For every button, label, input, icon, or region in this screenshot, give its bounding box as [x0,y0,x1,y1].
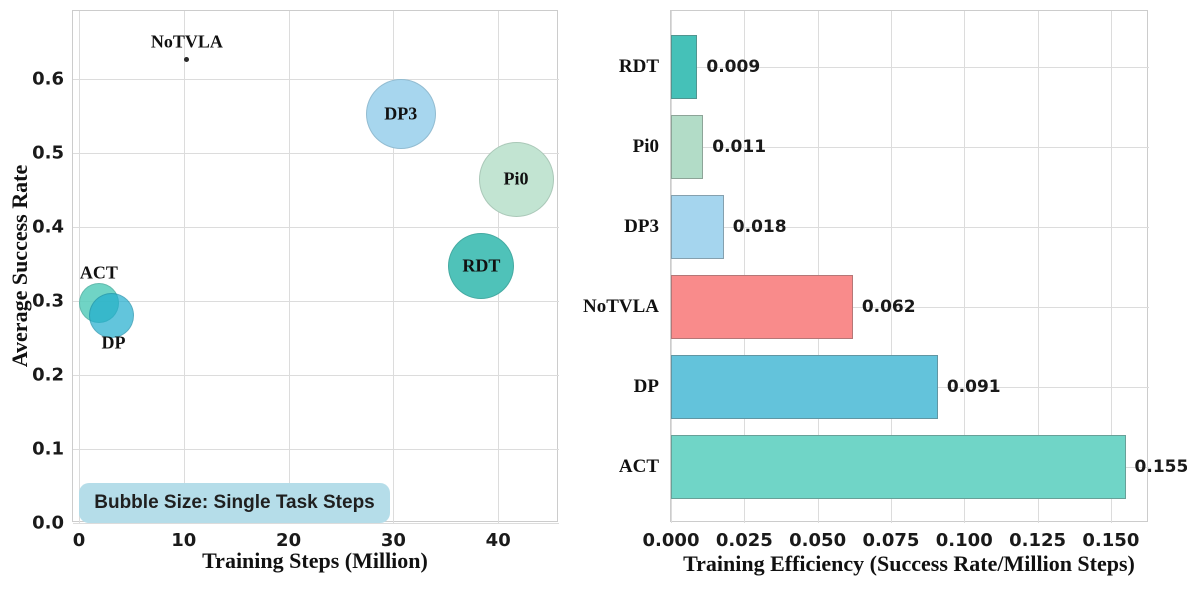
left-y-axis-label: Average Success Rate [7,164,32,368]
bubble-label-dp: DP [101,332,126,353]
left-y-tick-label: 0.1 [32,438,64,460]
gridline-horizontal [671,307,1149,308]
category-label-dp: DP [633,376,659,397]
bar-value-notvla: 0.062 [861,297,916,317]
gridline-vertical [393,11,395,523]
right-x-tick-label: 0.150 [1082,530,1140,551]
left-x-tick-label: 30 [380,530,406,551]
bubble-rdt [448,233,515,300]
gridline-vertical [288,11,290,523]
right-x-axis-label: Training Efficiency (Success Rate/Millio… [683,551,1135,576]
gridline-horizontal [73,153,559,155]
bar-dp [671,355,938,419]
gridline-horizontal [73,375,559,377]
bubble-dp [88,292,134,338]
gridline-vertical [183,11,185,523]
left-x-axis-label: Training Steps (Million) [202,548,428,573]
category-label-notvla: NoTVLA [582,296,659,317]
gridline-vertical [671,11,672,523]
bubble-size-annotation: Bubble Size: Single Task Steps [79,483,390,523]
left-y-tick-label: 0.6 [32,68,64,90]
bubble-label-pi0: Pi0 [503,168,529,189]
right-x-tick-label: 0.050 [789,530,847,551]
gridline-horizontal [671,227,1149,228]
bubble-label-act: ACT [79,262,118,283]
left-x-tick-label: 20 [276,530,302,551]
left-x-tick-label: 40 [485,530,511,551]
bubble-dp3 [365,79,436,150]
left-x-tick-label: 0 [72,530,86,551]
bubble-pi0 [478,141,554,217]
left-y-tick-label: 0.2 [32,364,64,386]
gridline-vertical [890,11,892,523]
gridline-horizontal [73,79,559,81]
left-y-tick-label: 0.0 [32,512,64,534]
bar-notvla [671,275,853,339]
right-x-tick-label: 0.025 [715,530,773,551]
left-y-tick-label: 0.4 [32,216,64,238]
gridline-vertical [1110,11,1112,523]
category-label-dp3: DP3 [624,216,659,237]
bar-value-pi0: 0.011 [712,137,767,157]
right-x-tick-label: 0.000 [642,530,700,551]
gridline-vertical [964,11,966,523]
left-y-tick-label: 0.5 [32,142,64,164]
gridline-horizontal [73,523,559,524]
bar-dp3 [671,195,724,259]
right-x-tick-label: 0.100 [935,530,993,551]
bar-chart-plot-area: 0.009 RDT 0.011 Pi0 0.018 DP3 0.062 NoTVLA 0.091… [583,10,1187,551]
bubble-label-notvla: NoTVLA [150,31,223,52]
gridline-vertical [817,11,819,523]
left-x-tick-label: 10 [171,530,197,551]
gridline-vertical [744,11,746,523]
gridline-horizontal [73,227,559,229]
gridline-horizontal [73,301,559,303]
left-y-tick-label: 0.3 [32,290,64,312]
category-label-act: ACT [618,456,659,477]
gridline-vertical [1037,11,1039,523]
gridline-horizontal [671,147,1149,148]
bar-rdt [671,35,698,99]
bar-value-act: 0.155 [1134,457,1187,477]
right-x-tick-label: 0.075 [862,530,920,551]
bubble-label-rdt: RDT [462,255,501,276]
right-x-tick-label: 0.125 [1009,530,1067,551]
bar-pi0 [671,115,704,179]
category-label-pi0: Pi0 [632,136,659,157]
bar-act [671,435,1126,499]
bubble-label-dp3: DP3 [384,103,418,124]
category-label-rdt: RDT [618,56,659,77]
gridline-horizontal [671,67,1149,68]
bubble-chart-plot-area: ACT DP NoTVLA DP3 Pi0 RDT 0 10 20 30 40 0.0 0.1 0.2 0.… [32,10,559,551]
bubble-notvla [184,56,190,62]
bar-value-rdt: 0.009 [706,57,761,77]
gridline-horizontal [73,449,559,451]
bar-value-dp3: 0.018 [732,217,787,237]
bubble-size-annotation-text: Bubble Size: Single Task Steps [94,492,375,513]
bar-value-dp: 0.091 [946,377,1001,397]
gridline-vertical [78,11,80,523]
